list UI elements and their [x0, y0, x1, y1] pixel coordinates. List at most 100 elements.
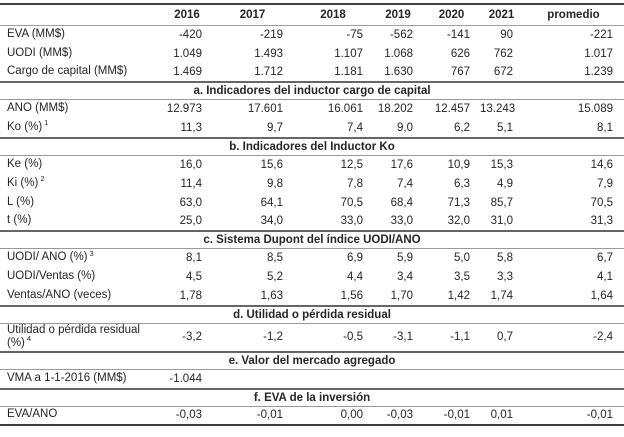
cell-value: 5,8	[497, 252, 513, 265]
section-row: b. Indicadores del Inductor Ko	[0, 136, 624, 156]
section-title: d. Utilidad o pérdida residual	[0, 304, 624, 324]
column-header-2016: 2016	[162, 4, 212, 26]
cell-value: 1,56	[340, 289, 363, 302]
cell-value: -562	[389, 28, 413, 41]
cell-value: -2,4	[593, 331, 613, 344]
cell-value: 4,5	[186, 271, 202, 283]
row-label: EVA/ANO	[0, 406, 162, 425]
cell-value: 32,0	[447, 215, 470, 227]
table-row: EVA/ANO -0,03 -0,01 0,00 -0,03 -0,01 0,01 -0,01	[0, 406, 624, 425]
footnote-marker: 2	[40, 173, 45, 183]
cell-value: 34,0	[260, 215, 283, 227]
row-label-text: Ventas/ANO (veces)	[7, 288, 112, 301]
cell-value: 7,8	[347, 177, 363, 190]
cell-value: 7,4	[347, 121, 363, 134]
cell-value: -3,1	[393, 331, 413, 344]
table-row: Utilidad o pérdida residual (%) 4 -3,2 -1,2…	[0, 323, 624, 352]
row-label-text: Ki (%)	[7, 176, 39, 189]
column-header-2021: 2021	[480, 4, 523, 26]
column-header-empty	[0, 4, 162, 26]
document-page: 2016 2017 2018 2019 2020 2021 promedio EVA (MM…	[0, 3, 624, 427]
cell-value: 762	[493, 47, 513, 60]
cell-value: -0,03	[386, 409, 413, 422]
eva-indicators-table: 2016 2017 2018 2019 2020 2021 promedio EVA (MM…	[0, 3, 624, 427]
cell-value: 16.061	[327, 103, 363, 116]
cell-value: 3,3	[497, 271, 513, 283]
cell-value: 17.601	[247, 103, 283, 116]
cell-value: 1.712	[254, 66, 283, 78]
row-label-text: L (%)	[7, 195, 35, 208]
table-row: VMA a 1-1-2016 (MM$) -1.044	[0, 370, 624, 389]
cell-value: 5,9	[397, 252, 413, 265]
cell-value: 8,1	[186, 252, 202, 265]
cell-value: 12.973	[166, 103, 202, 116]
cell-value: -0,5	[343, 331, 363, 344]
section-title: f. EVA de la inversión	[0, 387, 624, 407]
row-label: Ko (%) 1	[0, 119, 162, 138]
cell-value: 1.630	[384, 66, 413, 78]
cell-value: 0,7	[497, 331, 513, 344]
table-row: Ki (%) 2 11,4 9,8 7,8 7,4 6,3 4,9 7,9	[0, 174, 624, 193]
cell-value: 7,4	[397, 177, 413, 190]
table-row: UODI/ ANO (%) 3 8,1 8,5 6,9 5,9 5,0 5,8 6,7	[0, 249, 624, 268]
row-label: VMA a 1-1-2016 (MM$)	[0, 370, 162, 389]
cell-value: 12,5	[340, 158, 363, 171]
cell-value: 25,0	[179, 215, 202, 227]
cell-value	[373, 370, 423, 389]
cell-value	[523, 370, 624, 389]
cell-value: -1,2	[263, 331, 283, 344]
cell-value	[212, 370, 293, 389]
table-row: Ventas/ANO (veces) 1,78 1,63 1,56 1,70 1,42 1,…	[0, 287, 624, 306]
cell-value: 3,5	[454, 271, 470, 283]
row-label-text: UODI (MM$)	[7, 46, 73, 59]
table-header: 2016 2017 2018 2019 2020 2021 promedio	[0, 4, 624, 26]
row-label: Ventas/ANO (veces)	[0, 287, 162, 306]
cell-value: 1.107	[334, 47, 363, 60]
cell-value: 5,0	[454, 252, 470, 265]
table-row: UODI (MM$) 1.049 1.493 1.107 1.068 626 762 1.01…	[0, 44, 624, 63]
row-label-text: VMA a 1-1-2016 (MM$)	[7, 371, 127, 384]
cell-value: -1,1	[450, 331, 470, 344]
cell-value: 85,7	[490, 196, 513, 209]
cell-value: 15.089	[577, 103, 613, 116]
cell-value: 90	[500, 28, 513, 41]
cell-value: -221	[589, 28, 613, 41]
cell-value: 33,0	[390, 215, 413, 227]
cell-value: 15,3	[490, 158, 513, 171]
section-title: c. Sistema Dupont del índice UODI/ANO	[0, 230, 624, 249]
cell-value: 1,42	[447, 289, 470, 302]
table-row: Ke (%) 16,0 15,6 12,5 17,6 10,9 15,3 14,6	[0, 155, 624, 174]
cell-value: 33,0	[340, 215, 363, 227]
table-row: Ko (%) 1 11,3 9,7 7,4 9,0 6,2 5,1 8,1	[0, 119, 624, 138]
cell-value: 9,0	[397, 121, 413, 134]
row-label: Ki (%) 2	[0, 174, 162, 193]
row-label-text: UODI/Ventas (%)	[7, 270, 96, 283]
cell-value: 14,6	[590, 158, 613, 171]
section-row: a. Indicadores del inductor cargo de cap…	[0, 81, 624, 100]
row-label: L (%)	[0, 193, 162, 212]
cell-value: 1.469	[173, 66, 202, 78]
column-header-2017: 2017	[212, 4, 293, 26]
cell-value: 12.457	[434, 103, 470, 116]
cell-value: 1.049	[173, 47, 202, 60]
cell-value: -3,2	[182, 331, 202, 344]
row-label-text: EVA/ANO	[7, 408, 58, 421]
row-label-text: EVA (MM$)	[7, 27, 65, 40]
row-label: Ke (%)	[0, 155, 162, 174]
cell-value: 16,0	[179, 158, 202, 171]
cell-value: 626	[450, 47, 470, 60]
column-header-2020: 2020	[423, 4, 480, 26]
cell-value: -0,01	[586, 409, 613, 422]
row-label: t (%)	[0, 212, 162, 231]
cell-value: 1.493	[254, 47, 283, 60]
cell-value: 63,0	[179, 196, 202, 209]
cell-value: 11,3	[180, 121, 202, 134]
footnote-marker: 4	[26, 334, 32, 344]
cell-value	[293, 370, 373, 389]
cell-value: 18.202	[377, 103, 413, 116]
row-label-text: Cargo de capital (MM$)	[7, 65, 128, 78]
cell-value: -420	[178, 28, 202, 41]
cell-value: 6,2	[454, 121, 470, 134]
cell-value: -0,01	[256, 409, 283, 422]
row-label-text: ANO (MM$)	[7, 102, 69, 115]
